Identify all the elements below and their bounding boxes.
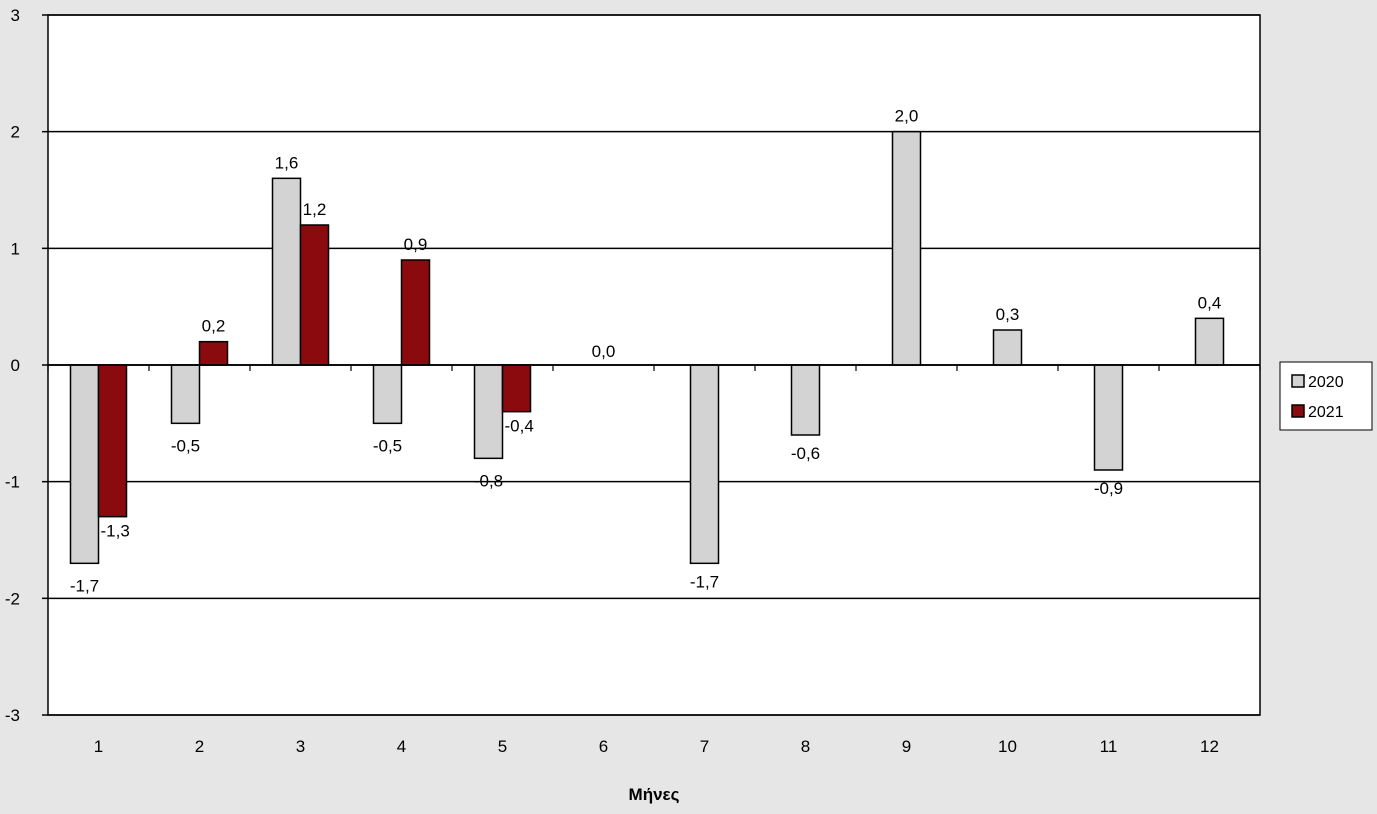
data-label-2020-10: 0,3 [996,305,1020,324]
x-tick-label: 8 [801,737,810,756]
data-label-2020-4: -0,5 [373,436,402,455]
bar-2021-1 [97,364,128,518]
bar-2020-3 [271,177,302,366]
bar-2020-7 [689,364,720,565]
bar-2020-10 [992,329,1023,366]
bar-2020-4 [372,364,403,425]
x-tick-label: 4 [397,737,406,756]
bar-2021-4 [400,259,431,366]
legend-label-2021: 2021 [1308,404,1344,421]
data-label-2020-3: 1,6 [275,153,299,172]
data-label-2020-2: -0,5 [171,436,200,455]
data-label-2020-1: -1,7 [70,576,99,595]
bars [69,130,1225,565]
legend-label-2020: 2020 [1308,374,1344,391]
bar-2020-1 [69,364,100,565]
x-tick-label: 11 [1100,737,1118,756]
x-tick-label: 10 [998,737,1017,756]
y-tick-label: 1 [11,239,20,258]
data-label-2021-5: -0,4 [505,417,534,436]
y-tick-label: 0 [11,356,20,375]
data-label-2020-8: -0,6 [791,444,820,463]
x-tick-label: 12 [1200,737,1219,756]
data-label-2021-1: -1,3 [101,522,130,541]
y-tick-label: -1 [5,473,20,492]
y-tick-label: 3 [11,6,20,25]
y-tick-label: -2 [5,589,20,608]
x-tick-label: 5 [498,737,507,756]
bar-2021-2 [198,340,229,366]
legend-swatch-2020 [1291,374,1305,388]
y-tick-label: 2 [11,123,20,142]
data-label-2020-7: -1,7 [690,572,719,591]
data-label-2021-4: 0,9 [404,235,428,254]
legend-swatch-2021 [1291,404,1305,418]
legend: 2020 2021 [1279,361,1373,431]
data-labels: -1,7 -1,3 -0,5 0,2 1,6 1,2 -0,5 0,9 -0,8 -0,4 0,0 -… [70,107,1221,596]
x-tick-label: 7 [700,737,709,756]
data-label-2021-2: 0,2 [202,317,226,336]
data-label-2020-9: 2,0 [895,107,919,126]
x-axis-title: Μήνες [629,785,680,804]
bar-2020-5 [473,364,504,460]
x-tick-label: 9 [902,737,911,756]
bar-2020-2 [170,364,201,425]
data-label-2021-3: 1,2 [303,200,327,219]
bar-2020-8 [790,364,821,436]
bar-2020-12 [1194,317,1225,366]
x-tick-label: 3 [296,737,305,756]
data-label-2020-5: -0,8 [474,471,503,490]
bar-2020-9 [891,130,922,366]
data-label-2020-11: -0,9 [1094,479,1123,498]
y-tick-label: -3 [5,706,20,725]
x-tick-label: 6 [599,737,608,756]
legend-box [1279,361,1373,431]
bar-2021-3 [299,224,330,366]
data-label-2020-12: 0,4 [1198,293,1222,312]
x-tick-label: 1 [94,737,103,756]
data-label-2020-6: 0,0 [592,342,616,361]
bar-2021-5 [501,364,532,413]
bar-2020-11 [1093,364,1124,471]
x-tick-label: 2 [195,737,204,756]
